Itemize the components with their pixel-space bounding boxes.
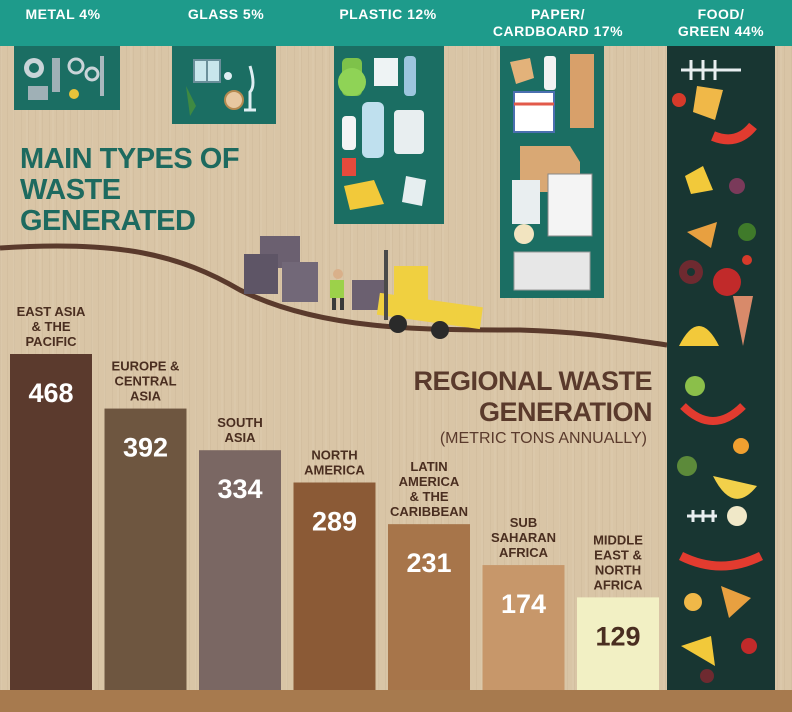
category-label-7: MIDDLE EAST & NORTH AFRICA	[593, 532, 643, 592]
category-label-5: LATIN AMERICA & THE CARIBBEAN	[390, 459, 468, 519]
metal-icon	[14, 46, 120, 110]
bar-5	[388, 524, 470, 690]
category-label-4: NORTH AMERICA	[304, 448, 365, 478]
regional-subtitle: (METRIC TONS ANNUALLY)	[439, 430, 647, 447]
bar-4	[293, 482, 376, 690]
waste-type-header	[0, 0, 792, 46]
forklift	[376, 250, 483, 339]
category-label-3: SOUTH ASIA	[217, 415, 263, 445]
waste-type-label-food: FOOD/ GREEN 44%	[677, 6, 765, 39]
hill-line	[0, 243, 668, 348]
plastic-icon	[334, 46, 444, 224]
bar-1	[10, 354, 92, 690]
regional-title: REGIONAL WASTE GENERATION	[413, 366, 652, 427]
waste-type-label-metal: METAL 4%	[25, 6, 101, 22]
bar-value-label-6: 174	[501, 589, 546, 619]
food-icon	[667, 46, 775, 696]
bar-value-label-3: 334	[217, 474, 262, 504]
ground-strip	[0, 690, 792, 712]
bar-3	[199, 450, 281, 690]
waste-type-label-glass: GLASS 5%	[187, 6, 265, 22]
bar-value-label-1: 468	[28, 378, 73, 408]
bar-2	[104, 408, 187, 690]
category-label-2: EUROPE & CENTRAL ASIA	[112, 359, 180, 404]
paper-icon	[500, 46, 604, 298]
category-label-6: SUB SAHARAN AFRICA	[491, 515, 556, 560]
bar-value-label-4: 289	[312, 507, 357, 537]
bar-7	[577, 597, 659, 690]
bar-value-label-7: 129	[595, 621, 640, 651]
bar-6	[482, 565, 565, 690]
waste-type-label-paper: PAPER/ CARDBOARD 17%	[492, 6, 624, 39]
category-label-1: EAST ASIA & THE PACIFIC	[17, 304, 86, 349]
worker	[330, 269, 344, 310]
bar-value-label-5: 231	[406, 548, 451, 578]
glass-icon	[172, 46, 276, 124]
main-title: MAIN TYPES OF WASTE GENERATED	[20, 143, 240, 237]
waste-type-label-plastic: PLASTIC 12%	[339, 6, 437, 22]
bar-value-label-2: 392	[123, 433, 168, 463]
